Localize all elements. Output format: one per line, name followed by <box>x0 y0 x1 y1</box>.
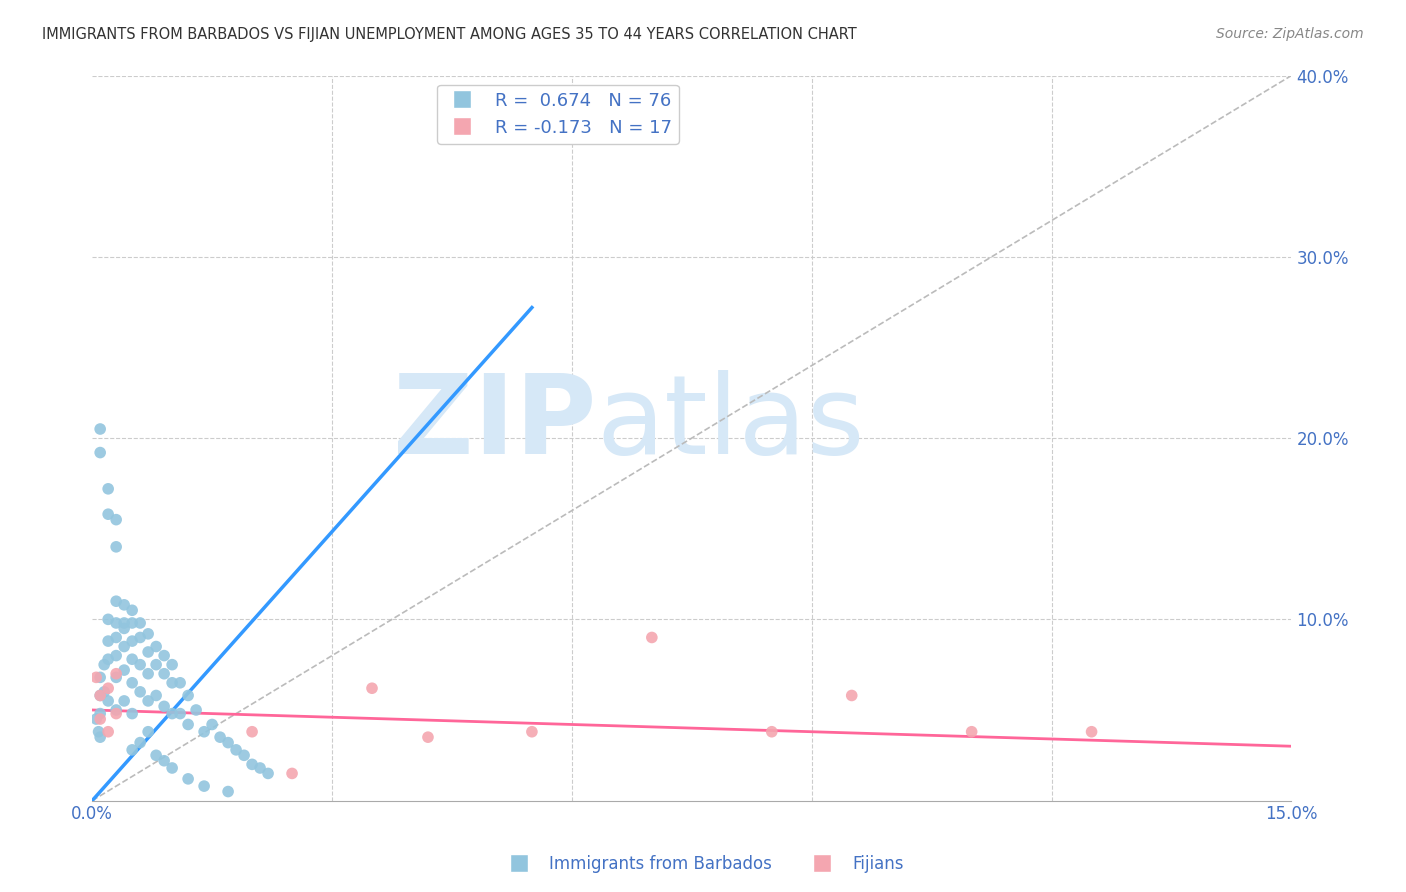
Immigrants from Barbados <box>136 724 159 739</box>
Immigrants from Barbados <box>193 724 215 739</box>
Fijians <box>960 724 983 739</box>
Immigrants from Barbados <box>160 706 183 721</box>
Immigrants from Barbados <box>93 685 115 699</box>
Immigrants from Barbados <box>93 657 115 672</box>
Immigrants from Barbados <box>89 670 111 684</box>
Fijians <box>97 681 120 696</box>
Immigrants from Barbados <box>89 706 111 721</box>
Fijians <box>641 631 664 645</box>
Immigrants from Barbados <box>105 670 128 684</box>
Text: atlas: atlas <box>596 370 865 477</box>
Immigrants from Barbados <box>105 648 128 663</box>
Immigrants from Barbados <box>177 689 200 703</box>
Immigrants from Barbados <box>129 615 152 630</box>
Immigrants from Barbados <box>87 724 110 739</box>
Immigrants from Barbados <box>121 615 143 630</box>
Immigrants from Barbados <box>145 640 167 654</box>
Immigrants from Barbados <box>209 730 232 744</box>
Fijians <box>240 724 263 739</box>
Immigrants from Barbados <box>145 748 167 763</box>
Immigrants from Barbados <box>169 675 191 690</box>
Immigrants from Barbados <box>112 598 135 612</box>
Fijians <box>841 689 863 703</box>
Immigrants from Barbados <box>112 640 135 654</box>
Immigrants from Barbados <box>97 507 120 521</box>
Fijians <box>520 724 543 739</box>
Fijians <box>89 689 111 703</box>
Immigrants from Barbados <box>89 730 111 744</box>
Immigrants from Barbados <box>153 666 176 681</box>
Immigrants from Barbados <box>121 634 143 648</box>
Fijians <box>281 766 304 780</box>
Fijians <box>97 724 120 739</box>
Immigrants from Barbados <box>153 699 176 714</box>
Immigrants from Barbados <box>177 772 200 786</box>
Immigrants from Barbados <box>112 694 135 708</box>
Immigrants from Barbados <box>129 736 152 750</box>
Immigrants from Barbados <box>136 694 159 708</box>
Immigrants from Barbados <box>97 694 120 708</box>
Immigrants from Barbados <box>136 627 159 641</box>
Immigrants from Barbados <box>160 657 183 672</box>
Immigrants from Barbados <box>153 648 176 663</box>
Immigrants from Barbados <box>177 717 200 731</box>
Immigrants from Barbados <box>225 743 247 757</box>
Text: Source: ZipAtlas.com: Source: ZipAtlas.com <box>1216 27 1364 41</box>
Immigrants from Barbados <box>129 685 152 699</box>
Immigrants from Barbados <box>153 754 176 768</box>
Immigrants from Barbados <box>160 675 183 690</box>
Immigrants from Barbados <box>233 748 256 763</box>
Fijians <box>105 666 128 681</box>
Immigrants from Barbados <box>145 657 167 672</box>
Immigrants from Barbados <box>121 603 143 617</box>
Immigrants from Barbados <box>121 743 143 757</box>
Immigrants from Barbados <box>169 706 191 721</box>
Immigrants from Barbados <box>201 717 224 731</box>
Fijians <box>84 670 107 684</box>
Immigrants from Barbados <box>105 631 128 645</box>
Immigrants from Barbados <box>105 703 128 717</box>
Immigrants from Barbados <box>112 663 135 677</box>
Immigrants from Barbados <box>105 540 128 554</box>
Immigrants from Barbados <box>217 736 239 750</box>
Immigrants from Barbados <box>97 634 120 648</box>
Immigrants from Barbados <box>89 422 111 436</box>
Immigrants from Barbados <box>89 689 111 703</box>
Text: IMMIGRANTS FROM BARBADOS VS FIJIAN UNEMPLOYMENT AMONG AGES 35 TO 44 YEARS CORREL: IMMIGRANTS FROM BARBADOS VS FIJIAN UNEMP… <box>42 27 856 42</box>
Immigrants from Barbados <box>129 631 152 645</box>
Immigrants from Barbados <box>105 615 128 630</box>
Immigrants from Barbados <box>129 657 152 672</box>
Legend: R =  0.674   N = 76, R = -0.173   N = 17: R = 0.674 N = 76, R = -0.173 N = 17 <box>437 85 679 144</box>
Immigrants from Barbados <box>105 594 128 608</box>
Immigrants from Barbados <box>136 666 159 681</box>
Immigrants from Barbados <box>136 645 159 659</box>
Immigrants from Barbados <box>145 689 167 703</box>
Immigrants from Barbados <box>193 779 215 793</box>
Immigrants from Barbados <box>121 675 143 690</box>
Immigrants from Barbados <box>89 445 111 459</box>
Fijians <box>89 712 111 726</box>
Text: ZIP: ZIP <box>392 370 596 477</box>
Immigrants from Barbados <box>112 621 135 635</box>
Immigrants from Barbados <box>240 757 263 772</box>
Immigrants from Barbados <box>105 513 128 527</box>
Immigrants from Barbados <box>121 652 143 666</box>
Legend: Immigrants from Barbados, Fijians: Immigrants from Barbados, Fijians <box>496 848 910 880</box>
Fijians <box>105 706 128 721</box>
Immigrants from Barbados <box>217 784 239 798</box>
Immigrants from Barbados <box>97 612 120 626</box>
Fijians <box>361 681 384 696</box>
Immigrants from Barbados <box>121 706 143 721</box>
Immigrants from Barbados <box>257 766 280 780</box>
Immigrants from Barbados <box>97 482 120 496</box>
Immigrants from Barbados <box>84 712 107 726</box>
Immigrants from Barbados <box>160 761 183 775</box>
Immigrants from Barbados <box>112 615 135 630</box>
Fijians <box>1080 724 1102 739</box>
Fijians <box>416 730 439 744</box>
Immigrants from Barbados <box>97 652 120 666</box>
Immigrants from Barbados <box>184 703 207 717</box>
Fijians <box>761 724 783 739</box>
Immigrants from Barbados <box>249 761 271 775</box>
